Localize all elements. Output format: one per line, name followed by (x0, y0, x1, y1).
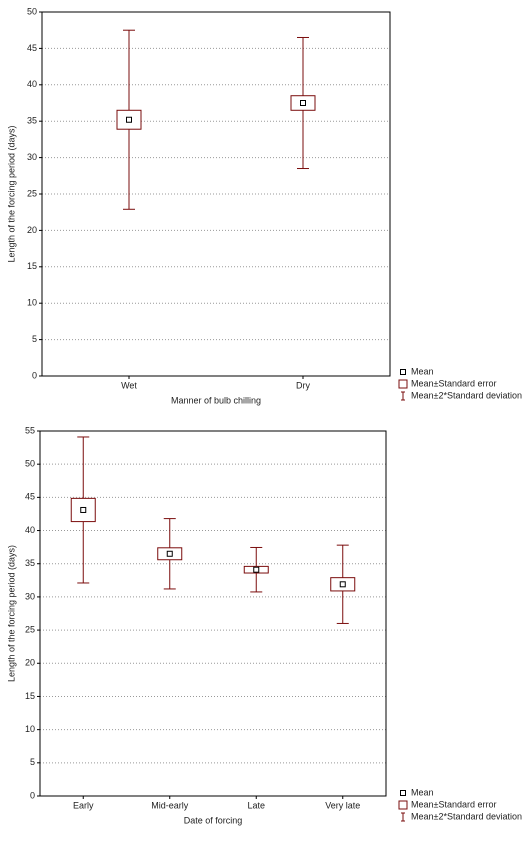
x-tick-label: Mid-early (151, 800, 189, 810)
legend-icon (400, 790, 406, 796)
y-tick-label: 20 (27, 225, 37, 235)
y-tick-label: 0 (32, 370, 37, 380)
x-axis-label: Date of forcing (184, 815, 243, 825)
y-tick-label: 25 (25, 624, 35, 634)
y-tick-label: 30 (25, 591, 35, 601)
y-axis-label: Length of the forcing period (days) (6, 545, 16, 682)
y-tick-label: 10 (25, 724, 35, 734)
legend-label: Mean±Standard error (411, 799, 496, 809)
mean-marker (126, 116, 132, 123)
legend-icon (398, 800, 408, 810)
y-tick-label: 20 (25, 658, 35, 668)
y-tick-label: 50 (25, 459, 35, 469)
mean-marker (80, 506, 87, 513)
mean-marker (253, 566, 260, 573)
y-tick-label: 40 (27, 79, 37, 89)
mean-marker (339, 581, 346, 588)
legend-label: Mean (411, 787, 434, 797)
y-tick-label: 15 (27, 261, 37, 271)
y-tick-label: 55 (25, 425, 35, 435)
x-tick-label: Late (247, 800, 265, 810)
y-tick-label: 25 (27, 188, 37, 198)
legend-icon (398, 379, 408, 389)
y-tick-label: 5 (32, 334, 37, 344)
y-tick-label: 30 (27, 152, 37, 162)
plot-frame (41, 11, 391, 377)
mean-marker (166, 550, 173, 557)
x-tick-label: Wet (121, 380, 137, 390)
y-tick-label: 5 (30, 757, 35, 767)
y-tick-label: 10 (27, 298, 37, 308)
legend-icon (400, 369, 406, 375)
y-tick-label: 35 (27, 116, 37, 126)
plot-frame (39, 430, 387, 797)
legend-label: Mean±Standard error (411, 378, 496, 388)
y-tick-label: 50 (27, 6, 37, 16)
y-tick-label: 15 (25, 691, 35, 701)
y-tick-label: 45 (27, 43, 37, 53)
legend-label: Mean±2*Standard deviation (411, 811, 522, 821)
y-tick-label: 0 (30, 790, 35, 800)
y-tick-label: 40 (25, 525, 35, 535)
mean-marker (300, 100, 306, 106)
legend-label: Mean±2*Standard deviation (411, 390, 522, 400)
x-tick-label: Very late (325, 800, 360, 810)
y-tick-label: 35 (25, 558, 35, 568)
x-tick-label: Early (73, 800, 94, 810)
legend-label: Mean (411, 366, 434, 376)
y-tick-label: 45 (25, 492, 35, 502)
y-axis-label: Length of the forcing period (days) (6, 125, 16, 262)
x-axis-label: Manner of bulb chilling (171, 395, 261, 405)
x-tick-label: Dry (296, 380, 310, 390)
